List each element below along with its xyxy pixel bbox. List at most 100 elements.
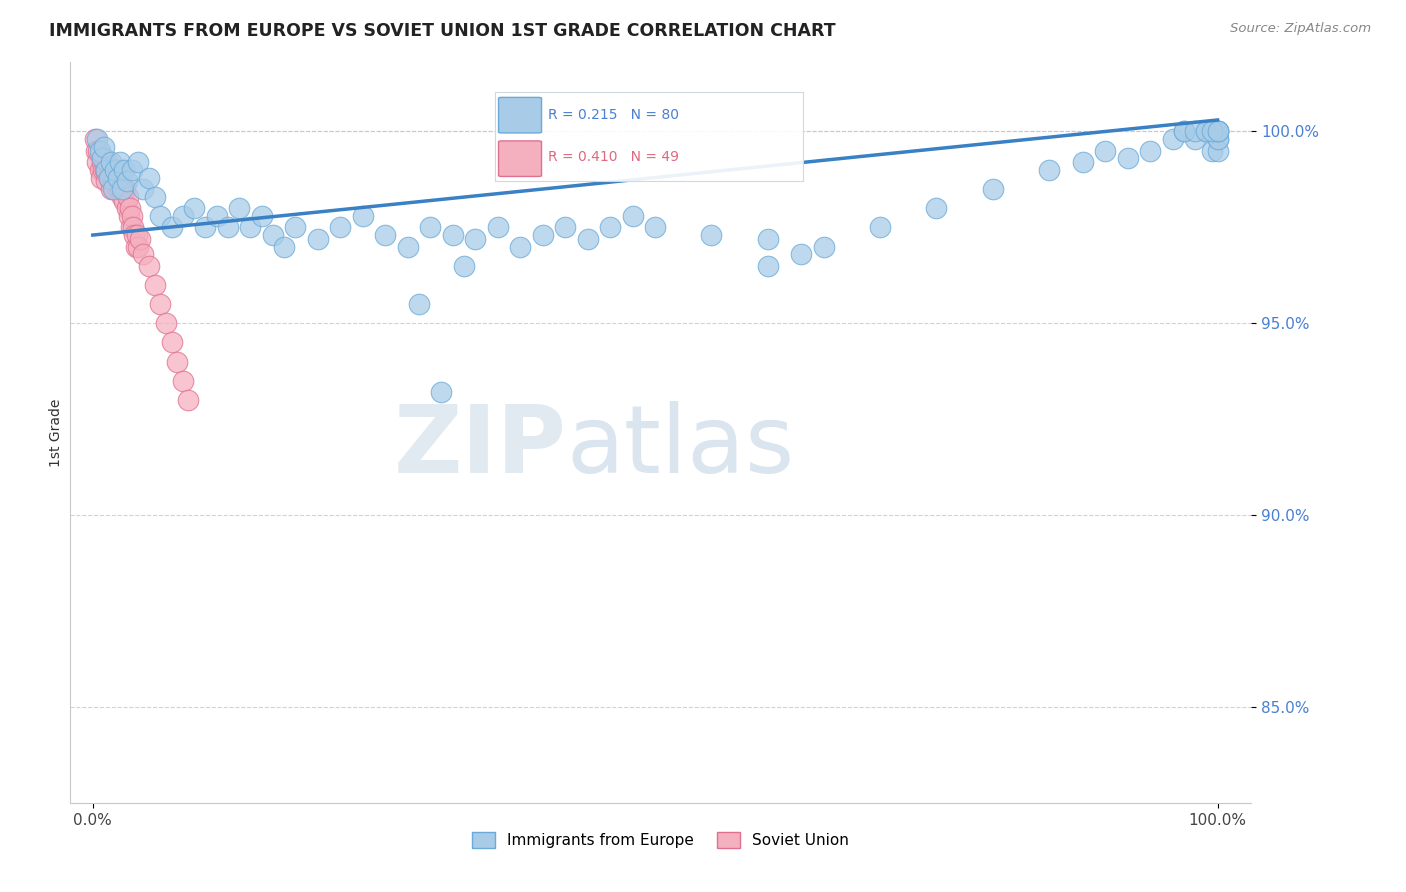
- Legend: Immigrants from Europe, Soviet Union: Immigrants from Europe, Soviet Union: [467, 826, 855, 855]
- Point: [1206, 124, 1229, 138]
- Point: [441, 228, 464, 243]
- Point: [143, 277, 166, 292]
- Point: [1206, 132, 1229, 146]
- Point: [118, 209, 141, 223]
- Point: [1206, 144, 1229, 158]
- Point: [756, 232, 779, 246]
- Point: [100, 155, 122, 169]
- Point: [205, 209, 228, 223]
- Point: [89, 162, 111, 177]
- Point: [124, 239, 146, 253]
- Point: [554, 220, 576, 235]
- Point: [1139, 144, 1161, 158]
- Point: [93, 140, 115, 154]
- Point: [1201, 124, 1223, 138]
- Point: [217, 220, 239, 235]
- Point: [172, 374, 194, 388]
- Point: [87, 144, 110, 158]
- Point: [103, 182, 125, 196]
- Point: [599, 220, 621, 235]
- Point: [104, 162, 127, 177]
- Point: [112, 182, 135, 196]
- Point: [112, 162, 135, 177]
- Point: [121, 209, 143, 223]
- Point: [239, 220, 262, 235]
- Point: [284, 220, 307, 235]
- Point: [104, 170, 127, 185]
- Point: [86, 155, 108, 169]
- Text: atlas: atlas: [567, 401, 794, 493]
- Point: [1161, 132, 1184, 146]
- Point: [621, 209, 644, 223]
- Point: [149, 209, 172, 223]
- Point: [138, 259, 160, 273]
- Point: [1173, 124, 1195, 138]
- Point: [273, 239, 295, 253]
- Point: [108, 155, 131, 169]
- Text: Source: ZipAtlas.com: Source: ZipAtlas.com: [1230, 22, 1371, 36]
- Y-axis label: 1st Grade: 1st Grade: [49, 399, 63, 467]
- Point: [1206, 124, 1229, 138]
- Point: [125, 228, 148, 243]
- Point: [166, 354, 188, 368]
- Point: [790, 247, 813, 261]
- Point: [149, 297, 172, 311]
- Text: ZIP: ZIP: [394, 401, 567, 493]
- Point: [118, 201, 141, 215]
- Point: [374, 228, 396, 243]
- Point: [307, 232, 329, 246]
- Point: [127, 155, 149, 169]
- Point: [101, 182, 124, 196]
- Point: [90, 155, 112, 169]
- Point: [155, 316, 177, 330]
- Point: [160, 335, 183, 350]
- Point: [396, 239, 419, 253]
- Point: [107, 170, 129, 185]
- Point: [1206, 124, 1229, 138]
- Point: [329, 220, 352, 235]
- Point: [1116, 152, 1139, 166]
- Point: [97, 170, 120, 185]
- Point: [129, 232, 152, 246]
- Point: [112, 194, 135, 208]
- Point: [183, 201, 205, 215]
- Point: [486, 220, 509, 235]
- Point: [419, 220, 441, 235]
- Point: [981, 182, 1004, 196]
- Point: [813, 239, 835, 253]
- Point: [94, 162, 117, 177]
- Point: [89, 144, 111, 158]
- Point: [194, 220, 217, 235]
- Point: [105, 162, 128, 177]
- Point: [1173, 124, 1195, 138]
- Point: [1071, 155, 1094, 169]
- Point: [124, 228, 146, 243]
- Point: [453, 259, 475, 273]
- Point: [93, 152, 115, 166]
- Point: [1206, 124, 1229, 138]
- Point: [228, 201, 250, 215]
- Point: [117, 190, 139, 204]
- Point: [98, 162, 121, 177]
- Point: [115, 201, 138, 215]
- Point: [262, 228, 284, 243]
- Point: [84, 144, 107, 158]
- Point: [96, 174, 118, 188]
- Point: [1206, 132, 1229, 146]
- Point: [160, 220, 183, 235]
- Point: [121, 162, 143, 177]
- Point: [132, 247, 155, 261]
- Point: [1201, 144, 1223, 158]
- Point: [1184, 124, 1206, 138]
- Point: [127, 239, 149, 253]
- Point: [91, 162, 114, 177]
- Point: [96, 155, 118, 169]
- Point: [138, 170, 160, 185]
- Point: [250, 209, 273, 223]
- Point: [869, 220, 891, 235]
- Point: [122, 220, 145, 235]
- Point: [101, 174, 124, 188]
- Point: [1195, 124, 1218, 138]
- Point: [1038, 162, 1060, 177]
- Text: IMMIGRANTS FROM EUROPE VS SOVIET UNION 1ST GRADE CORRELATION CHART: IMMIGRANTS FROM EUROPE VS SOVIET UNION 1…: [49, 22, 835, 40]
